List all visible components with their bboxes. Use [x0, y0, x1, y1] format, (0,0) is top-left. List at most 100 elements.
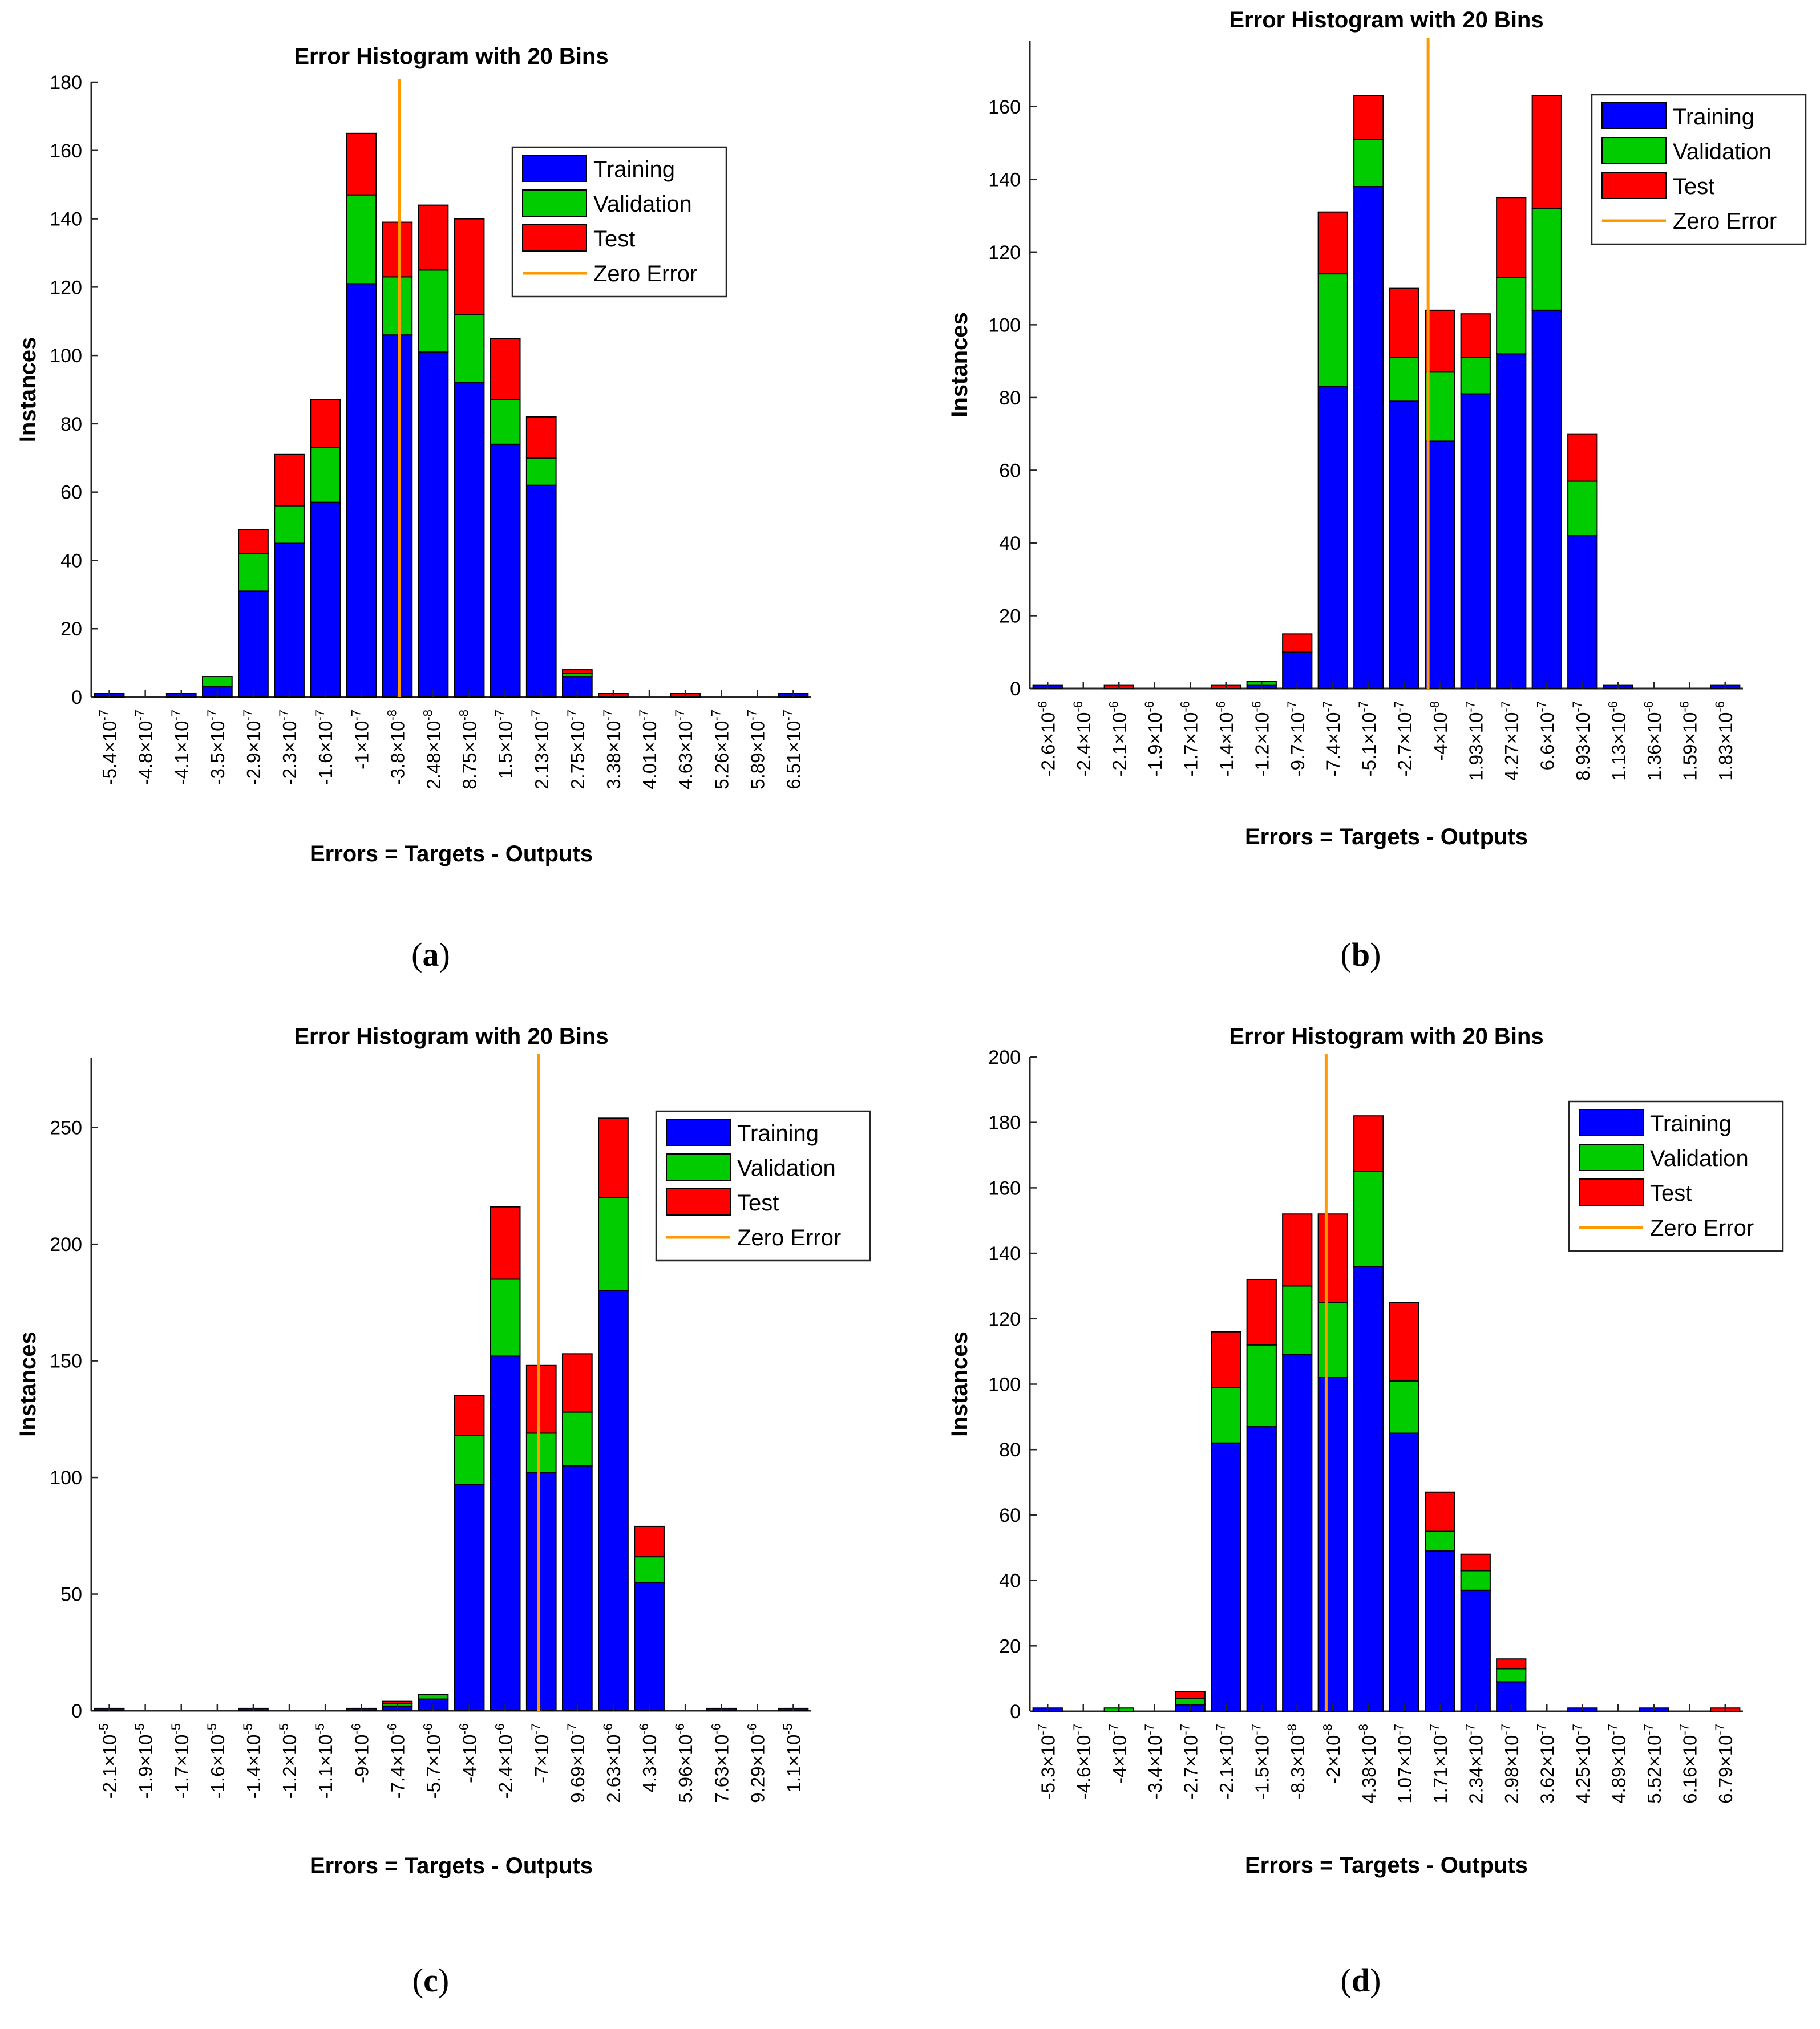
- bar-test-13: [561, 1353, 593, 1413]
- y-tick-label: 160: [50, 140, 82, 162]
- legend-label: Zero Error: [737, 1225, 841, 1250]
- x-tick-label: 5.26×10-7: [709, 710, 732, 789]
- bar-test-9: [1353, 95, 1384, 140]
- histogram-c-svg: 0 50 100 150 200 250 -2.1×10-5 -1.9×10-5 -1.7×10…: [15, 1024, 871, 1878]
- bar-validation-10: [1389, 357, 1419, 402]
- bar-test-5: [274, 453, 305, 507]
- legend-swatch-test: [666, 1188, 731, 1216]
- bar-test-10: [454, 218, 485, 315]
- legend-label: Training: [737, 1121, 819, 1146]
- x-tick-label: 4.27×10-7: [1499, 701, 1522, 781]
- bar-validation-9: [1353, 139, 1384, 188]
- legend-swatch-test: [1601, 172, 1667, 199]
- x-tick-label: -9×10-6: [349, 1723, 372, 1783]
- caption-d: (d): [1340, 1962, 1381, 1999]
- y-tick-label: 200: [988, 1047, 1021, 1068]
- x-tick-label: -5.3×10-7: [1035, 1724, 1058, 1799]
- bar-validation-8: [1317, 273, 1348, 387]
- legend-swatch-validation: [1579, 1144, 1644, 1171]
- x-tick-label: -1.4×10-6: [1214, 701, 1237, 776]
- bar-test-7: [346, 132, 377, 196]
- bar-validation-13: [1496, 1668, 1527, 1683]
- bar-validation-6: [1246, 1344, 1277, 1428]
- bar-training-8: [1317, 1377, 1348, 1712]
- bar-test-15: [634, 1525, 665, 1558]
- x-tick-label: -1.7×10-6: [1178, 701, 1201, 776]
- bar-validation-3: [201, 676, 233, 688]
- legend-swatch-training: [666, 1119, 731, 1146]
- y-tick-label: 40: [60, 550, 82, 572]
- histogram-a-svg: 0 20 40 60 80 100 120 140 160 180 -5.4×10-7 -4.8×10…: [15, 44, 811, 866]
- x-tick-label: 6.51×10-7: [780, 710, 804, 789]
- legend-label: Test: [1650, 1181, 1692, 1206]
- x-tick-label: -2×10-8: [1320, 1724, 1344, 1784]
- x-tick-label: 5.52×10-7: [1641, 1724, 1665, 1804]
- y-tick-label: 100: [988, 314, 1021, 336]
- bar-training-5: [274, 542, 305, 698]
- bar-test-7: [1282, 633, 1313, 653]
- y-tick-label: 60: [999, 460, 1021, 481]
- x-tick-label: -1.6×10-7: [313, 710, 336, 785]
- bar-validation-9: [1353, 1171, 1384, 1267]
- bar-training-10: [1389, 1432, 1419, 1712]
- chart-title: Error Histogram with 20 Bins: [1229, 7, 1543, 33]
- bar-training-13: [1496, 353, 1527, 689]
- y-tick-label: 60: [999, 1505, 1021, 1526]
- x-tick-label: -1.2×10-6: [1249, 701, 1272, 776]
- y-axis-label: Instances: [15, 1331, 41, 1437]
- y-tick-label: 100: [988, 1374, 1021, 1396]
- x-tick-label: -3.8×10-8: [385, 710, 408, 785]
- legend-label: Validation: [1650, 1146, 1749, 1171]
- bar-training-6: [310, 501, 341, 698]
- x-tick-label: -1.5×10-7: [1249, 1724, 1272, 1799]
- bar-test-10: [454, 1395, 485, 1436]
- bar-test-9: [1353, 1115, 1384, 1172]
- bar-test-12: [1460, 1553, 1491, 1572]
- y-tick-label: 100: [50, 345, 82, 367]
- y-tick-label: 100: [50, 1467, 82, 1489]
- y-tick-label: 120: [988, 242, 1021, 264]
- bar-test-11: [1425, 309, 1455, 373]
- y-axis-label: Instances: [947, 1331, 972, 1437]
- x-tick-label: -2.7×10-7: [1178, 1724, 1201, 1799]
- bar-training-9: [418, 351, 449, 698]
- bar-validation-12: [1460, 357, 1491, 395]
- bar-test-13: [561, 669, 593, 674]
- bar-training-10: [454, 1484, 485, 1711]
- bar-validation-11: [1425, 371, 1455, 442]
- x-tick-label: -1.2×10-5: [277, 1723, 300, 1799]
- x-tick-label: -4.8×10-7: [133, 710, 156, 785]
- x-tick-label: -1.1×10-5: [313, 1723, 336, 1799]
- bar-test-11: [490, 1206, 521, 1280]
- bar-validation-14: [598, 1197, 629, 1291]
- bar-training-8: [382, 334, 413, 698]
- bar-test-4: [1175, 1691, 1206, 1699]
- bar-validation-7: [1282, 1285, 1313, 1355]
- caption-b: (b): [1340, 936, 1381, 973]
- x-tick-label: -1.4×10-5: [241, 1723, 264, 1799]
- bar-validation-8: [382, 276, 413, 336]
- bar-validation-4: [238, 553, 269, 592]
- bar-test-13: [1496, 197, 1527, 278]
- x-tick-label: -2.9×10-7: [241, 710, 264, 785]
- y-axis-label: Instances: [947, 312, 972, 418]
- x-tick-label: 5.89×10-7: [745, 710, 768, 789]
- legend-label: Training: [593, 157, 675, 182]
- x-tick-label: 1.1×10-5: [780, 1723, 804, 1792]
- x-tick-label: -9.7×10-7: [1285, 701, 1308, 776]
- x-axis-label: Errors = Targets - Outputs: [1245, 1853, 1528, 1878]
- bar-validation-15: [634, 1556, 665, 1583]
- x-tick-label: 1.59×10-6: [1677, 701, 1700, 781]
- legend: Training Validation Test Zero Error: [511, 146, 727, 298]
- bar-validation-11: [490, 399, 521, 445]
- histogram-panel-a: 0 20 40 60 80 100 120 140 160 180 -5.4×10-7 -4.8×10…: [0, 0, 910, 1014]
- legend-swatch-training: [1579, 1109, 1644, 1136]
- x-tick-label: -1.7×10-5: [169, 1723, 192, 1799]
- x-tick-label: 4.3×10-6: [637, 1723, 660, 1792]
- bar-training-9: [1353, 186, 1384, 690]
- chart-title: Error Histogram with 20 Bins: [1229, 1024, 1543, 1049]
- bar-test-8: [382, 1700, 413, 1704]
- legend-label: Test: [1673, 174, 1714, 199]
- y-tick-label: 40: [999, 1570, 1021, 1592]
- bar-training-7: [346, 283, 377, 698]
